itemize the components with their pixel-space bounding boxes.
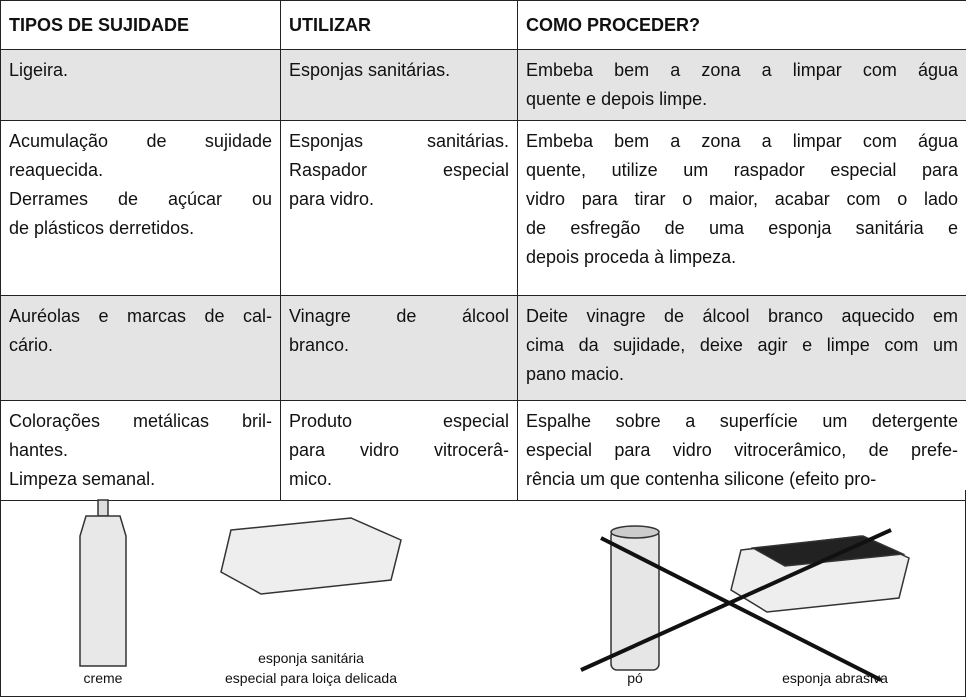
text-line: de plásticos derretidos.	[9, 218, 195, 238]
label-line: especial para loiça delicada	[225, 670, 397, 686]
text-line: Espalhe sobre a superfície um detergente	[526, 411, 958, 431]
text-line: branco.	[289, 335, 350, 355]
text-line: quente, utilize um raspador especial par…	[526, 160, 958, 180]
text-line: Esponjas sanitárias.	[289, 60, 451, 80]
text-line: Embeba bem a zona a limpar com água	[526, 60, 958, 80]
text-line: depois proceda à limpeza.	[526, 247, 737, 267]
text-line: mico.	[289, 469, 333, 489]
table-cell: Esponjas sanitárias. Raspador especial par…	[280, 120, 518, 296]
text-line: cima da sujidade, deixe agir e limpe com…	[526, 335, 958, 355]
header-cell: TIPOS DE SUJIDADE	[0, 0, 281, 50]
text-line: reaquecida.	[9, 160, 104, 180]
text-line: cário.	[9, 335, 54, 355]
figure-label: esponja abrasiva	[715, 668, 955, 688]
text-line: Embeba bem a zona a limpar com água	[526, 131, 958, 151]
text-line: pano macio.	[526, 364, 625, 384]
text-line: para vidro.	[289, 189, 375, 209]
table-cell: Esponjas sanitárias.	[280, 49, 518, 121]
text-line: Raspador especial	[289, 160, 509, 180]
text-line: Derrames de açúcar ou	[9, 189, 272, 209]
header-cell: COMO PROCEDER?	[517, 0, 966, 50]
table-cell: Espalhe sobre a superfície um detergente…	[517, 400, 966, 501]
cleaning-table: TIPOS DE SUJIDADE UTILIZAR COMO PROCEDER? …	[0, 0, 966, 501]
header-row: TIPOS DE SUJIDADE UTILIZAR COMO PROCEDER?	[0, 0, 966, 50]
label-line: esponja abrasiva	[782, 670, 888, 686]
table-row: Ligeira. Esponjas sanitárias. Embeba bem a…	[0, 49, 966, 121]
figure-label: esponja sanitária especial para loiça del…	[191, 648, 431, 688]
text-line: hantes.	[9, 440, 69, 460]
text-line: Esponjas sanitárias.	[289, 131, 509, 151]
table-cell: Ligeira.	[0, 49, 281, 121]
text-line: Acumulação de sujidade	[9, 131, 272, 151]
label-line: pó	[627, 670, 643, 686]
table-cell: Embeba bem a zona a limpar com água quent…	[517, 120, 966, 296]
text-line: Auréolas e marcas de cal-	[9, 306, 272, 326]
text-line: rência um que contenha silicone (efeito …	[526, 469, 877, 489]
text-line: Vinagre de álcool	[289, 306, 509, 326]
text-line: especial para vidro vitrocerâmico, de pr…	[526, 440, 958, 460]
text-line: Deite vinagre de álcool branco aquecido …	[526, 306, 958, 326]
label-line: creme	[83, 670, 123, 686]
table-cell: Vinagre de álcool branco.	[280, 295, 518, 401]
text-line: vidro para tirar o maior, acabar com o l…	[526, 189, 958, 209]
table-row: Acumulação de sujidade reaquecida. Derrame…	[0, 120, 966, 296]
table-cell: Acumulação de sujidade reaquecida. Derrame…	[0, 120, 281, 296]
text-line: Limpeza semanal.	[9, 469, 156, 489]
label-line: esponja sanitária	[258, 650, 364, 666]
table-cell: Auréolas e marcas de cal-cário.	[0, 295, 281, 401]
figure-label: pó	[515, 668, 755, 688]
header-cell: UTILIZAR	[280, 0, 518, 50]
text-line: Ligeira.	[9, 60, 69, 80]
figure-label: creme	[0, 668, 223, 688]
table-row: Colorações metálicas bril-hantes. Limpeza…	[0, 400, 966, 501]
figures: creme esponja sanitária especial para loiç…	[0, 490, 966, 697]
text-line: quente e depois limpe.	[526, 89, 708, 109]
illustrations	[79, 499, 910, 682]
text-line: para vidro vitrocerâ-	[289, 440, 509, 460]
table-cell: Colorações metálicas bril-hantes. Limpeza…	[0, 400, 281, 501]
text-line: Produto especial	[289, 411, 509, 431]
text-line: de esfregão de uma esponja sanitária e	[526, 218, 958, 238]
table-cell: Produto especial para vidro vitrocerâ-mic…	[280, 400, 518, 501]
table-cell: Embeba bem a zona a limpar com água quent…	[517, 49, 966, 121]
table-cell: Deite vinagre de álcool branco aquecido …	[517, 295, 966, 401]
table-row: Auréolas e marcas de cal-cário. Vinagre d…	[0, 295, 966, 401]
text-line: Colorações metálicas bril-	[9, 411, 272, 431]
